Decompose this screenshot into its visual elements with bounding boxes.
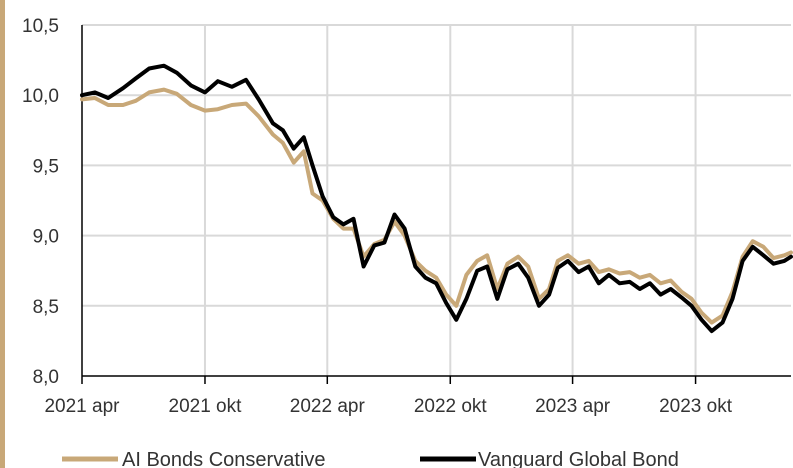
x-tick-label: 2022 okt [414, 396, 488, 417]
y-tick-label: 10,5 [22, 16, 59, 37]
axes [81, 25, 791, 384]
y-tick-label: 9,0 [33, 227, 59, 248]
legend: AI Bonds Conservative Vanguard Global Bon… [62, 449, 679, 468]
y-tick-label: 8,5 [33, 297, 59, 318]
series-line-ai-bonds-conservative [80, 87, 793, 325]
x-tick-label: 2023 okt [659, 396, 733, 417]
y-tick-label: 8,0 [33, 367, 59, 388]
x-tick-labels: 2021 apr 2021 okt 2022 apr 2022 okt 2023 apr… [44, 396, 732, 417]
legend-label: Vanguard Global Bond [478, 449, 679, 468]
y-tick-labels: 8,0 8,5 9,0 9,5 10,0 10,5 [22, 16, 59, 388]
grid-lines [82, 24, 791, 376]
x-tick-label: 2021 okt [169, 396, 243, 417]
y-tick-label: 9,5 [33, 156, 59, 177]
x-tick-label: 2021 apr [44, 396, 120, 417]
series-lines [80, 63, 793, 334]
series-line-vanguard-global-bond [80, 63, 793, 334]
x-tick-label: 2023 apr [535, 396, 611, 417]
legend-label: AI Bonds Conservative [122, 449, 325, 468]
y-tick-label: 10,0 [22, 86, 59, 107]
x-tick-label: 2022 apr [290, 396, 366, 417]
left-accent-bar [0, 0, 5, 468]
